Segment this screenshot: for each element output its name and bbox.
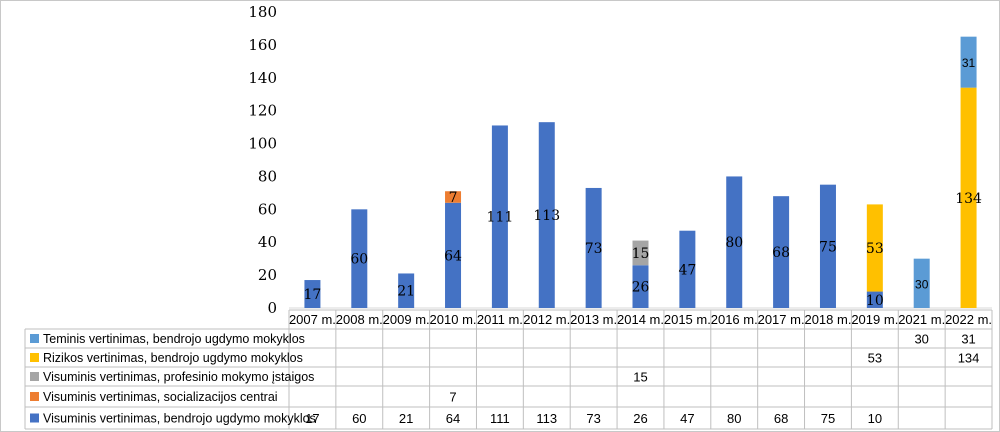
- data-label: 134: [955, 191, 982, 207]
- bar-segment: [398, 273, 415, 308]
- bar-segment: [445, 191, 462, 203]
- data-table: 2007 m. 2008 m. 2009 m. 2010 m. 2011 m. 2012 …: [24, 309, 993, 430]
- table-cell: 17: [305, 411, 319, 426]
- data-label: 47: [678, 262, 696, 278]
- table-cell: 21: [399, 411, 413, 426]
- data-label: 17: [304, 287, 322, 303]
- y-tick-label: 100: [248, 135, 277, 153]
- y-tick-label: 120: [248, 102, 277, 120]
- bar-segment: [491, 125, 508, 308]
- data-label: 68: [772, 245, 790, 261]
- table-cell: 30: [914, 332, 928, 347]
- x-tick-label: 2015 m.: [664, 312, 711, 327]
- data-label: 15: [632, 246, 650, 262]
- y-tick-label: 160: [248, 36, 277, 54]
- table-cell: 60: [352, 411, 366, 426]
- x-tick-label: 2011 m.: [477, 312, 523, 327]
- y-tick-label: 180: [248, 3, 277, 21]
- bar-segment: [679, 230, 696, 308]
- data-label: 7: [449, 190, 458, 206]
- table-cell: 80: [727, 411, 741, 426]
- data-label: 31: [962, 56, 976, 70]
- bar-segment: [632, 265, 649, 308]
- table-cell: 7: [449, 390, 456, 405]
- data-label: 75: [819, 239, 837, 255]
- x-tick-label: 2021 m.: [898, 312, 945, 327]
- bar-segment: [632, 240, 649, 266]
- table-cell: 26: [633, 411, 647, 426]
- data-label: 26: [632, 280, 650, 296]
- legend-swatch: [30, 353, 39, 362]
- y-tick-label: 20: [258, 266, 277, 284]
- data-label: 10: [866, 293, 884, 309]
- table-cell: 47: [680, 411, 694, 426]
- x-tick-label: 2018 m.: [804, 312, 851, 327]
- table-cell: 10: [868, 411, 882, 426]
- data-label: 21: [397, 284, 415, 300]
- table-cell: 68: [774, 411, 788, 426]
- legend-label: Visuminis vertinimas, bendrojo ugdymo mo…: [43, 412, 316, 426]
- legend-label: Visuminis vertinimas, socializacijos cen…: [43, 390, 278, 404]
- data-label: 53: [866, 241, 884, 257]
- table-cell: 134: [958, 351, 980, 366]
- bar-segment: [304, 280, 321, 308]
- table-cell: 15: [633, 370, 647, 385]
- y-tick-label: 80: [258, 167, 277, 185]
- table-cell: 75: [821, 411, 835, 426]
- data-label: 80: [725, 235, 743, 251]
- table-cell: 31: [961, 332, 975, 347]
- bar-segment: [913, 258, 930, 308]
- bar-segment: [960, 36, 977, 88]
- bar-segment: [585, 187, 602, 308]
- data-label: 113: [533, 208, 560, 224]
- legend-label: Teminis vertinimas, bendrojo ugdymo moky…: [43, 332, 305, 346]
- x-tick-label: 2017 m.: [758, 312, 805, 327]
- legend-swatch: [30, 413, 39, 423]
- table-cell: 111: [490, 411, 510, 426]
- legend-swatch: [30, 334, 39, 343]
- y-axis: 0 20 40 60 80 100 120 140 160 180: [248, 3, 277, 317]
- y-tick-label: 0: [267, 299, 277, 317]
- table-cell: 64: [446, 411, 460, 426]
- bar-segment: [726, 176, 743, 308]
- x-tick-label: 2019 m.: [851, 312, 898, 327]
- x-tick-label: 2012 m.: [523, 312, 570, 327]
- data-label: 60: [350, 252, 368, 268]
- legend-swatch: [30, 372, 39, 381]
- legend-label: Visuminis vertinimas, profesinio mokymo …: [43, 370, 314, 384]
- data-label: 30: [915, 277, 929, 291]
- bar-segment: [866, 204, 883, 292]
- x-tick-label: 2007 m.: [289, 312, 336, 327]
- bar-segment: [773, 196, 790, 308]
- x-tick-label: 2022 m.: [945, 312, 992, 327]
- x-tick-label: 2013 m.: [570, 312, 617, 327]
- bar-segment: [538, 122, 555, 308]
- legend-label: Rizikos vertinimas, bendrojo ugdymo moky…: [43, 351, 303, 365]
- x-tick-label: 2008 m.: [336, 312, 383, 327]
- y-tick-label: 140: [248, 69, 277, 87]
- bars: 17 60 21 64 7 111 113 73 26 15 47 80 68 75 10 53 30 134 31: [304, 36, 982, 309]
- x-tick-label: 2016 m.: [711, 312, 758, 327]
- bar-segment: [866, 291, 883, 308]
- table-cell: 113: [536, 411, 557, 426]
- bar-segment: [819, 184, 836, 308]
- x-tick-label: 2009 m.: [383, 312, 430, 327]
- bar-segment: [960, 87, 977, 309]
- x-tick-label: 2010 m.: [430, 312, 477, 327]
- y-tick-label: 40: [258, 233, 277, 251]
- x-tick-label: 2014 m.: [617, 312, 664, 327]
- table-cell: 73: [586, 411, 600, 426]
- data-label: 64: [444, 248, 462, 264]
- data-label: 111: [487, 210, 514, 226]
- table-cell: 53: [868, 351, 882, 366]
- y-tick-label: 60: [258, 200, 277, 218]
- data-label: 73: [585, 241, 603, 257]
- legend-swatch: [30, 392, 39, 401]
- bar-segment: [445, 202, 462, 308]
- bar-segment: [351, 209, 368, 308]
